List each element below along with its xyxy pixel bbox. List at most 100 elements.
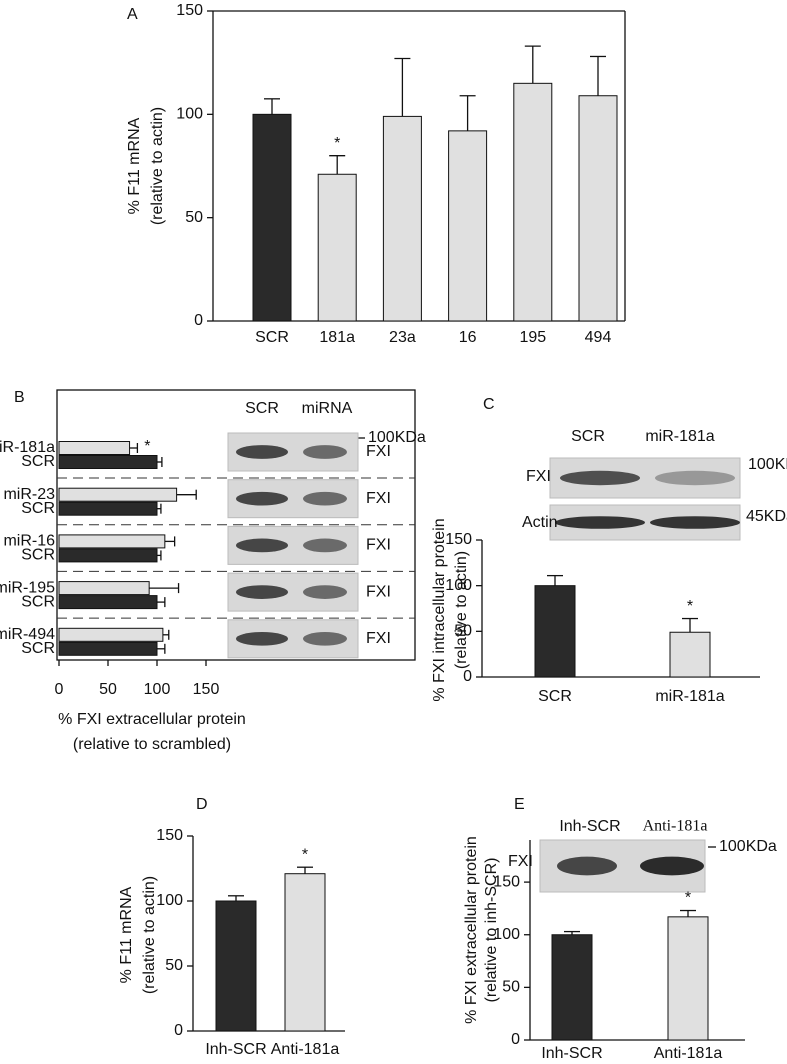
y-tick-label: 50 bbox=[185, 209, 203, 226]
bar bbox=[669, 631, 711, 678]
bar bbox=[58, 441, 131, 455]
significance-marker: * bbox=[685, 890, 691, 907]
y-axis-label: (relative to actin) bbox=[149, 107, 166, 225]
blot-lane-label: FXI bbox=[366, 443, 391, 460]
x-tick-label: 150 bbox=[193, 681, 220, 698]
y-tick-label: 50 bbox=[454, 623, 472, 640]
bar bbox=[58, 595, 158, 610]
y-tick-label: 150 bbox=[176, 2, 203, 19]
row-label: miR-23 bbox=[3, 486, 55, 503]
bar bbox=[252, 113, 292, 322]
y-tick-label: 150 bbox=[445, 531, 472, 548]
y-tick-label: 0 bbox=[463, 668, 472, 685]
y-tick-label: 100 bbox=[445, 577, 472, 594]
x-tick-label: Anti-181a bbox=[654, 1045, 723, 1062]
bar bbox=[667, 916, 709, 1041]
x-tick-label: 494 bbox=[585, 329, 612, 346]
blot-lane-label: Actin bbox=[522, 514, 558, 531]
panel-letter: B bbox=[14, 389, 25, 406]
blot-band bbox=[236, 491, 288, 506]
blot-band bbox=[303, 538, 347, 553]
row-label: SCR bbox=[21, 500, 55, 517]
blot-column-label: Inh-SCR bbox=[559, 818, 620, 835]
x-axis-label: % FXI extracellular protein bbox=[58, 711, 246, 728]
row-label: SCR bbox=[21, 640, 55, 657]
y-axis-label: (relative to actin) bbox=[453, 551, 470, 669]
y-axis-label: % F11 mRNA bbox=[126, 117, 143, 214]
x-axis-label: (relative to scrambled) bbox=[73, 736, 231, 753]
size-marker-label: 100KDa bbox=[748, 456, 787, 473]
size-marker-label: 45KDa bbox=[746, 508, 787, 525]
y-axis-label: % F11 mRNA bbox=[118, 886, 135, 983]
size-marker-label: 100KDa bbox=[368, 429, 426, 446]
x-tick-label: Inh-SCR bbox=[541, 1045, 602, 1062]
bar bbox=[284, 873, 326, 1032]
blot-band bbox=[303, 445, 347, 459]
y-tick-label: 150 bbox=[493, 873, 520, 890]
blot-column-label: SCR bbox=[245, 400, 279, 417]
blot-band bbox=[655, 470, 735, 486]
x-tick-label: 181a bbox=[319, 329, 355, 346]
bar bbox=[58, 641, 158, 656]
blot-band bbox=[303, 585, 347, 599]
blot-lane-label: FXI bbox=[366, 630, 391, 647]
significance-marker: * bbox=[302, 846, 308, 863]
x-tick-label: 100 bbox=[144, 681, 171, 698]
bar bbox=[58, 455, 158, 469]
bar bbox=[448, 130, 488, 322]
bar bbox=[534, 585, 576, 678]
bar bbox=[58, 548, 158, 563]
row-label: SCR bbox=[21, 547, 55, 564]
bar bbox=[58, 627, 164, 642]
bar bbox=[578, 95, 618, 322]
x-tick-label: Inh-SCR bbox=[205, 1041, 266, 1058]
x-tick-label: miR-181a bbox=[655, 688, 724, 705]
blot-band bbox=[557, 856, 617, 876]
y-tick-label: 100 bbox=[493, 926, 520, 943]
y-axis-label: (relative to inh-SCR) bbox=[483, 858, 500, 1003]
blot-lane-label: FXI bbox=[508, 853, 533, 870]
y-tick-label: 0 bbox=[174, 1022, 183, 1039]
blot-column-label: SCR bbox=[571, 428, 605, 445]
bar bbox=[58, 487, 178, 502]
blot-band bbox=[650, 516, 740, 529]
bar bbox=[513, 82, 553, 322]
bar bbox=[58, 534, 166, 549]
blot-lane-label: FXI bbox=[366, 537, 391, 554]
row-label: miR-181a bbox=[0, 439, 55, 456]
y-tick-label: 0 bbox=[194, 312, 203, 329]
y-axis-label: (relative to actin) bbox=[141, 876, 158, 994]
blot-band bbox=[560, 470, 640, 486]
blot-column-label: miRNA bbox=[302, 400, 353, 417]
bar bbox=[317, 173, 357, 322]
blot-band bbox=[236, 445, 288, 459]
y-tick-label: 100 bbox=[156, 892, 183, 909]
blot-band bbox=[236, 538, 288, 553]
panel-letter: E bbox=[514, 796, 525, 813]
blot-band bbox=[236, 585, 288, 599]
panel-letter: A bbox=[127, 6, 138, 23]
panel-letter: C bbox=[483, 396, 495, 413]
x-tick-label: 23a bbox=[389, 329, 416, 346]
blot-band bbox=[303, 491, 347, 506]
row-label: SCR bbox=[21, 453, 55, 470]
y-tick-label: 50 bbox=[165, 957, 183, 974]
significance-marker: * bbox=[144, 438, 150, 455]
significance-marker: * bbox=[687, 598, 693, 615]
blot-band bbox=[236, 631, 288, 646]
y-tick-label: 100 bbox=[176, 106, 203, 123]
x-tick-label: 195 bbox=[519, 329, 546, 346]
bar bbox=[382, 115, 422, 322]
x-tick-label: Anti-181a bbox=[271, 1041, 340, 1058]
row-label: miR-16 bbox=[3, 533, 55, 550]
bar bbox=[58, 581, 150, 596]
x-tick-label: SCR bbox=[538, 688, 572, 705]
row-label: SCR bbox=[21, 593, 55, 610]
x-tick-label: 0 bbox=[55, 681, 64, 698]
x-tick-label: SCR bbox=[255, 329, 289, 346]
blot-column-label: miR-181a bbox=[645, 428, 714, 445]
size-marker-label: 100KDa bbox=[719, 838, 777, 855]
row-label: miR-195 bbox=[0, 579, 55, 596]
blot-band bbox=[555, 516, 645, 529]
